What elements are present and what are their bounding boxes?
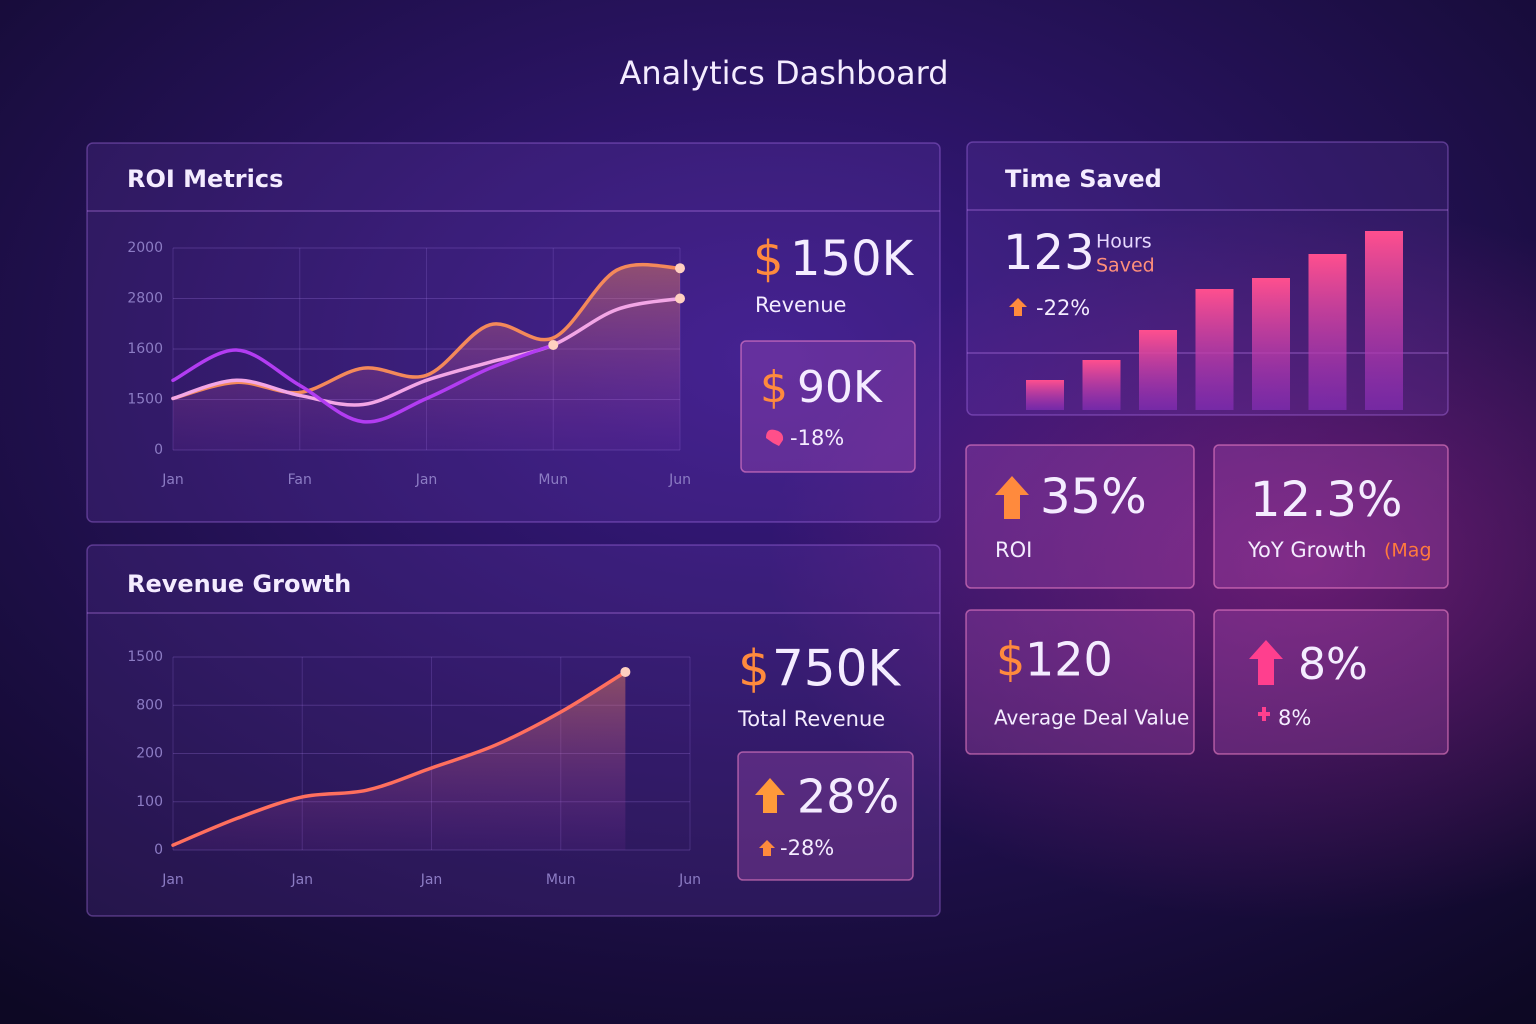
bar (1252, 278, 1290, 410)
bar (1082, 360, 1121, 410)
time-saved-chart (1026, 231, 1403, 410)
area (173, 671, 626, 850)
kpi-label: Revenue (755, 293, 846, 317)
tile (965, 444, 1195, 589)
page-title: Analytics Dashboard (619, 54, 948, 92)
tile-label: Average Deal Value (994, 706, 1189, 730)
kpi-value: 150K (790, 231, 915, 287)
x-tick-label: Jan (415, 472, 438, 488)
y-tick-label: 0 (154, 842, 163, 858)
point (675, 293, 685, 304)
line (171, 343, 555, 424)
sub-kpi-box (737, 751, 914, 881)
kpi-label: Total Revenue (737, 707, 885, 731)
point (548, 339, 559, 350)
y-tick-label: 1600 (127, 341, 163, 357)
revenue-chart: 0 100 200 800 1500 Jan Jan Jan Mun Jun (127, 649, 701, 888)
x-tick-label: Jan (290, 872, 313, 888)
sub-kpi-value: 28% (797, 770, 899, 824)
currency: $ (760, 362, 788, 413)
sub-kpi-change: -28% (780, 836, 834, 860)
tile-value: 120 (1025, 633, 1113, 687)
plus-icon (1258, 707, 1270, 721)
roi-chart: 0 1500 1600 2800 2000 Jan Fan Jan Mun Jun (127, 240, 691, 488)
change-icon (766, 429, 784, 446)
bar (1365, 231, 1403, 410)
y-tick-label: 200 (136, 746, 163, 762)
kpi-value: 750K (772, 640, 901, 698)
x-tick-label: Mun (538, 472, 568, 488)
point (620, 666, 631, 677)
x-tick-label: Fan (288, 472, 312, 488)
unit-label: Saved (1096, 255, 1155, 277)
sub-kpi-change: -18% (790, 426, 844, 450)
tile-value: 12.3% (1250, 472, 1402, 528)
panel-title: Revenue Growth (127, 570, 351, 598)
x-tick-label: Mun (546, 872, 576, 888)
tile-label: YoY Growth (1247, 538, 1366, 562)
y-tick-label: 2800 (127, 291, 163, 307)
area (173, 264, 680, 450)
point (675, 263, 685, 274)
bar (1308, 254, 1347, 410)
tile-value: 8% (1298, 639, 1368, 690)
unit-label: Hours (1096, 231, 1152, 253)
tile (1213, 444, 1449, 589)
x-tick-label: Jan (161, 472, 184, 488)
up-arrow (1009, 298, 1027, 316)
currency: $ (738, 640, 770, 698)
tile (1213, 609, 1449, 755)
sub-kpi-value: 90K (797, 362, 883, 413)
x-tick-label: Jun (678, 872, 701, 888)
line (171, 296, 682, 407)
panel-title: Time Saved (1005, 165, 1162, 193)
up-arrow (759, 840, 775, 856)
sub-kpi-box (740, 340, 916, 473)
y-tick-label: 100 (136, 794, 163, 810)
tile-label: ROI (995, 538, 1032, 562)
bar (1195, 289, 1234, 410)
bar (1139, 330, 1177, 410)
line (171, 670, 628, 847)
up-arrow (1249, 640, 1283, 685)
time-value: 123 (1003, 225, 1095, 281)
x-tick-label: Jun (668, 472, 691, 488)
currency: $ (753, 231, 784, 287)
x-tick-label: Jan (161, 872, 184, 888)
y-tick-label: 1500 (127, 649, 163, 665)
currency: $ (996, 633, 1025, 687)
y-tick-label: 1500 (127, 392, 163, 408)
time-change: -22% (1036, 296, 1090, 320)
up-arrow (755, 778, 785, 813)
up-arrow (995, 476, 1029, 519)
bar (1026, 380, 1064, 410)
y-tick-label: 800 (136, 697, 163, 713)
line (171, 262, 682, 401)
panel-title: ROI Metrics (127, 165, 283, 193)
tile-label: 8% (1278, 706, 1311, 730)
y-tick-label: 2000 (127, 240, 163, 256)
tile (965, 609, 1195, 755)
x-tick-label: Jan (420, 872, 443, 888)
y-tick-label: 0 (154, 442, 163, 458)
tile-value: 35% (1040, 469, 1147, 525)
tile-note: (Mag (1384, 540, 1432, 562)
